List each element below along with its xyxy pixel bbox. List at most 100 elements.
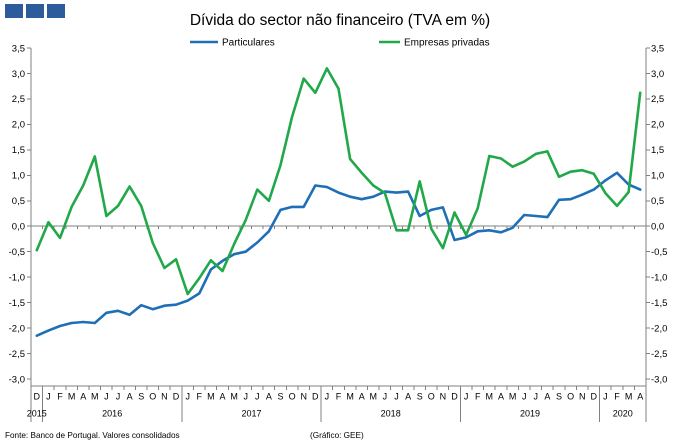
data-point-particulares — [465, 236, 468, 239]
x-tick-label-month: M — [486, 392, 494, 402]
y-tick-label-right: 2,5 — [651, 94, 664, 105]
x-tick-label-month: A — [80, 392, 86, 402]
data-point-empresas-privadas — [569, 170, 572, 173]
y-tick-label-left: 0,0 — [12, 222, 25, 233]
x-tick-label-month: M — [68, 392, 76, 402]
data-point-empresas-privadas — [128, 185, 131, 188]
x-tick-label-month: J — [603, 392, 608, 402]
legend: Particulares Empresas privadas — [190, 38, 490, 49]
data-point-empresas-privadas — [418, 180, 421, 183]
data-point-empresas-privadas — [581, 169, 584, 172]
data-point-empresas-privadas — [325, 67, 328, 70]
data-point-particulares — [534, 214, 537, 218]
legend-label-particulares: Particulares — [222, 38, 275, 49]
data-point-empresas-privadas — [116, 204, 120, 207]
x-tick-label-month: S — [138, 392, 144, 402]
x-tick-label-month: A — [405, 392, 411, 402]
x-tick-label-month: D — [312, 392, 319, 402]
data-point-particulares — [395, 191, 398, 194]
x-tick-label-month: O — [567, 392, 574, 402]
x-tick-label-month: F — [614, 392, 620, 402]
x-tick-label-month: A — [219, 392, 225, 402]
data-point-particulares — [453, 238, 456, 242]
data-point-empresas-privadas — [639, 91, 642, 94]
series-line-particulares — [35, 171, 642, 337]
data-point-empresas-privadas — [615, 204, 619, 207]
logo-squares-icon — [5, 4, 65, 18]
data-point-empresas-privadas — [430, 227, 433, 230]
data-point-particulares — [116, 309, 120, 312]
data-point-empresas-privadas — [337, 87, 340, 90]
y-tick-label-left: 2,0 — [12, 120, 25, 131]
x-tick-label-month: A — [127, 392, 133, 402]
x-tick-label-month: J — [383, 392, 388, 402]
data-point-particulares — [546, 216, 549, 219]
data-point-particulares — [105, 311, 108, 314]
data-point-particulares — [163, 304, 166, 307]
legend-label-empresas-privadas: Empresas privadas — [404, 38, 490, 49]
y-tick-label-right: 1,5 — [651, 145, 664, 156]
data-point-empresas-privadas — [488, 154, 491, 158]
x-tick-label-month: A — [266, 392, 272, 402]
data-point-empresas-privadas — [291, 115, 294, 118]
y-tick-label-left: -1,5 — [9, 298, 25, 309]
data-point-particulares — [267, 230, 270, 233]
data-point-empresas-privadas — [499, 157, 503, 160]
data-point-empresas-privadas — [174, 258, 178, 261]
x-tick-label-month: J — [185, 392, 190, 402]
x-tick-label-month: A — [498, 392, 504, 402]
x-tick-label-month: J — [464, 392, 469, 402]
y-tick-label-left: 2,5 — [12, 94, 25, 105]
data-point-particulares — [140, 304, 143, 307]
data-point-particulares — [47, 329, 50, 332]
x-tick-label-month: A — [359, 392, 365, 402]
data-point-particulares — [151, 308, 154, 311]
series-line-empresas-privadas — [35, 67, 642, 296]
data-point-empresas-privadas — [163, 266, 166, 270]
x-tick-label-month: N — [440, 392, 447, 402]
x-tick-label-month: J — [243, 392, 248, 402]
data-point-empresas-privadas — [198, 277, 201, 280]
data-point-empresas-privadas — [627, 191, 630, 194]
x-tick-label-month: D — [591, 392, 598, 402]
data-point-particulares — [639, 188, 642, 191]
data-point-empresas-privadas — [360, 171, 363, 174]
data-point-particulares — [407, 190, 410, 193]
data-point-empresas-privadas — [221, 269, 224, 273]
data-point-empresas-privadas — [267, 199, 270, 202]
y-tick-label-left: -0,5 — [9, 247, 25, 258]
data-point-empresas-privadas — [209, 259, 212, 262]
logo-square — [47, 4, 65, 18]
y-tick-label-left: -2,5 — [9, 349, 25, 360]
x-tick-label-month: N — [300, 392, 307, 402]
data-point-particulares — [128, 313, 131, 316]
data-point-empresas-privadas — [47, 221, 50, 224]
y-tick-label-right: 0,0 — [651, 222, 664, 233]
data-point-particulares — [523, 213, 526, 217]
data-point-particulares — [233, 253, 236, 256]
x-tick-label-month: S — [417, 392, 423, 402]
data-point-empresas-privadas — [244, 219, 247, 222]
x-tick-label-month: A — [637, 392, 643, 402]
plot-series — [35, 67, 642, 337]
logo-square — [26, 4, 44, 18]
data-point-particulares — [488, 229, 491, 232]
data-point-particulares — [93, 321, 96, 325]
data-point-particulares — [349, 195, 352, 198]
data-point-particulares — [511, 226, 514, 229]
data-point-particulares — [174, 303, 178, 306]
y-axis-labels: 3,5 3,5 3,0 3,0 2,5 2,5 2,0 2,0 1,5 1,5 1,0 1,0 0,5 0… — [9, 43, 668, 385]
data-point-empresas-privadas — [476, 207, 479, 210]
data-point-empresas-privadas — [511, 165, 514, 168]
data-point-particulares — [615, 171, 619, 174]
x-tick-label-month: J — [104, 392, 109, 402]
y-tick-label-right: -3,0 — [651, 374, 667, 385]
y-tick-label-right: 3,5 — [651, 43, 664, 54]
y-tick-label-left: 3,5 — [12, 43, 25, 54]
x-tick-label-month: F — [57, 392, 63, 402]
x-tick-label-month: D — [451, 392, 458, 402]
y-tick-label-left: -2,0 — [9, 323, 25, 334]
y-tick-label-left: 1,0 — [12, 171, 25, 182]
data-point-particulares — [209, 268, 212, 271]
data-point-particulares — [244, 250, 247, 253]
